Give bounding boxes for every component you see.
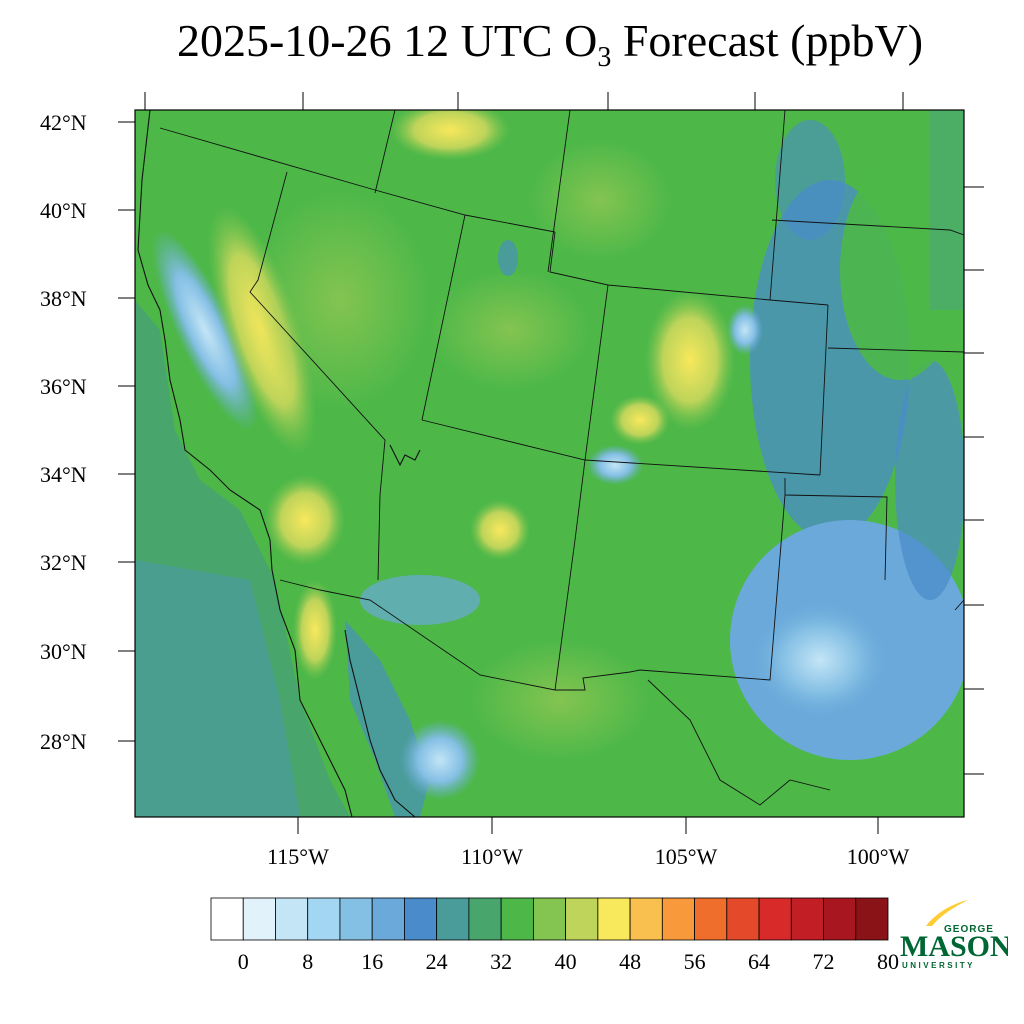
colorbar-swatch — [758, 897, 792, 941]
lat-label: 32°N — [40, 550, 87, 575]
state-boundaries — [159, 110, 964, 806]
lat-label: 28°N — [40, 729, 87, 754]
lon-label: 110°W — [461, 844, 523, 869]
lon-label: 115°W — [267, 844, 329, 869]
colorado-high — [645, 290, 735, 430]
latitude-labels: 42°N 40°N 38°N 36°N 34°N 32°N 30°N 28°N — [40, 110, 87, 754]
colorbar-swatch — [629, 897, 663, 941]
title-suffix: Forecast (ppbV) — [611, 15, 924, 66]
nevada-high — [250, 190, 430, 410]
colorbar-label: 24 — [426, 949, 448, 974]
lat-label: 30°N — [40, 639, 87, 664]
colorbar-swatch — [242, 897, 276, 941]
plains-low-east — [895, 360, 964, 600]
nebraska-green — [840, 160, 960, 380]
colorbar-swatch — [597, 897, 631, 941]
lat-label: 40°N — [40, 198, 87, 223]
colorbar-swatch — [371, 897, 405, 941]
colorbar-swatch — [500, 897, 534, 941]
map-title: 2025-10-26 12 UTC O3 Forecast (ppbV) — [0, 14, 1024, 74]
colorbar-swatch — [565, 897, 599, 941]
colorbar-swatch — [726, 897, 760, 941]
central-valley — [152, 229, 258, 431]
gmu-logo-mason: MASON — [900, 930, 1008, 963]
colorbar-swatch — [404, 897, 438, 941]
socal-high — [265, 475, 345, 565]
mexico-high — [470, 640, 650, 760]
title-prefix: 2025-10-26 12 UTC O — [176, 15, 598, 66]
colorbar-swatch — [694, 897, 728, 941]
colorbar-label: 64 — [748, 949, 770, 974]
colorbar-label: 40 — [555, 949, 577, 974]
gmu-logo-university: UNIVERSITY — [902, 961, 975, 970]
great-salt-lake — [498, 240, 518, 276]
utah-high — [430, 270, 590, 390]
ozone-field — [135, 110, 964, 817]
lat-label: 34°N — [40, 462, 87, 487]
colorbar-label: 80 — [877, 949, 899, 974]
baja-high — [293, 580, 337, 680]
wyoming-high — [530, 140, 670, 260]
colorbar-swatch — [790, 897, 824, 941]
title-subscript: 3 — [597, 42, 612, 73]
coastline — [137, 110, 421, 817]
colorbar-swatch — [210, 897, 244, 941]
arizona-high — [470, 500, 530, 560]
gmu-logo: GEORGE MASON UNIVERSITY — [900, 900, 1008, 970]
rio-grande-low — [587, 445, 643, 485]
colorbar — [210, 897, 889, 941]
colorbar-label: 0 — [238, 949, 249, 974]
colorbar-label: 72 — [813, 949, 835, 974]
colorbar-label: 32 — [490, 949, 512, 974]
colorbar-swatch — [855, 897, 889, 941]
colorbar-swatch — [468, 897, 502, 941]
arizona-low — [360, 575, 480, 625]
axis-ticks — [118, 92, 984, 834]
map-frame — [134, 109, 965, 818]
nm-high — [610, 395, 670, 445]
colorbar-swatch — [275, 897, 309, 941]
east-edge-band — [930, 110, 964, 310]
colorbar-label: 48 — [619, 949, 641, 974]
colorbar-swatch — [532, 897, 567, 941]
colorbar-label: 16 — [361, 949, 383, 974]
colorbar-swatch — [436, 897, 470, 941]
colorado-valley-low — [727, 305, 763, 355]
colorbar-swatch — [307, 897, 341, 941]
colorbar-swatch — [661, 897, 695, 941]
lat-label: 42°N — [40, 110, 87, 135]
colorbar-swatch — [339, 897, 373, 941]
lat-label: 36°N — [40, 374, 87, 399]
colorbar-label: 56 — [684, 949, 706, 974]
texas-very-low — [750, 600, 890, 720]
colorbar-swatch — [823, 897, 857, 941]
lon-label: 105°W — [655, 844, 718, 869]
longitude-labels: 115°W 110°W 105°W 100°W — [267, 844, 909, 869]
pacific-ocean-outer — [135, 560, 300, 817]
lat-label: 38°N — [40, 286, 87, 311]
gmu-logo-george: GEORGE — [944, 924, 994, 935]
gmu-logo-swoosh — [926, 900, 968, 926]
colorbar-labels: 0 8 16 24 32 40 48 56 64 72 80 — [238, 949, 899, 974]
sonora-low — [400, 720, 480, 800]
lon-label: 100°W — [847, 844, 910, 869]
dakota-low — [775, 120, 845, 240]
colorbar-label: 8 — [302, 949, 313, 974]
idaho-high — [390, 110, 510, 160]
